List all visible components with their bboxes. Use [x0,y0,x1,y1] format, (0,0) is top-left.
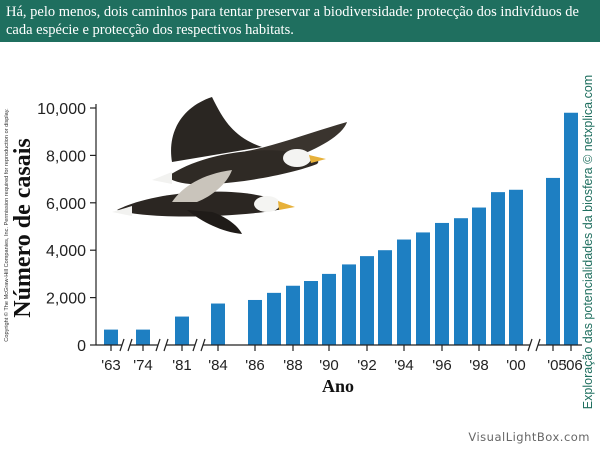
credit-text: Exploração das potencialidades da biosfe… [581,75,595,409]
x-tick-label: '96 [432,357,452,374]
y-tick-label: 4,000 [46,243,86,260]
bar [546,177,560,345]
axis-break [155,338,161,352]
bar-chart: 0 2,000 4,000 6,000 8,000 10,000 '63 '74 '81 '84… [10,75,595,409]
x-tick-label: '81 [172,357,192,374]
bar [104,329,118,345]
bar [342,264,356,345]
bar [509,189,523,345]
x-tick-label: '86 [245,357,265,374]
x-tick-label: '90 [319,357,339,374]
x-tick-label: '98 [469,357,489,374]
x-tick-label: '05 [547,357,567,374]
x-tick-label: '06 [563,357,583,374]
y-tick-label: 10,000 [37,101,86,118]
bars [104,112,578,346]
y-axis-label: Número de casais [10,138,36,318]
x-tick-label: '74 [133,357,153,374]
bar [304,281,318,345]
bar [267,292,281,345]
bar [397,239,411,345]
x-tick-label: '00 [506,357,526,374]
bar [322,273,336,345]
bar [491,192,505,345]
bar [472,207,486,345]
x-tick-label: '63 [101,357,121,374]
axis-break [527,338,533,352]
bar [248,299,262,345]
y-tick-label: 8,000 [46,148,86,165]
watermark: VisualLightBox.com [468,430,590,444]
bar [286,285,300,345]
axis-break [192,338,198,352]
caption-banner: Há, pelo menos, dois caminhos para tenta… [0,0,600,42]
y-tick-label: 6,000 [46,196,86,213]
bar [360,256,374,345]
x-tick-label: '88 [283,357,303,374]
x-axis-label: Ano [322,376,354,396]
bar [136,329,150,345]
x-tick-label: '84 [208,357,228,374]
y-axis: 0 2,000 4,000 6,000 8,000 10,000 [37,101,97,355]
x-tick-label: '92 [357,357,377,374]
y-tick-label: 2,000 [46,291,86,308]
x-tick-label: '94 [394,357,414,374]
eagle-illustration [112,97,347,234]
bar [416,232,430,345]
bar [175,316,189,345]
bar [378,250,392,345]
bar [435,222,449,345]
caption-text: Há, pelo menos, dois caminhos para tenta… [6,4,579,38]
x-axis: '63 '74 '81 '84 '86 '88 '90 '92 '94 '96 '98 '00 '05'… [96,338,583,374]
bar [564,112,578,346]
bar [454,218,468,345]
axis-break [119,338,125,352]
y-tick-label: 0 [77,338,86,355]
bar [211,303,225,345]
